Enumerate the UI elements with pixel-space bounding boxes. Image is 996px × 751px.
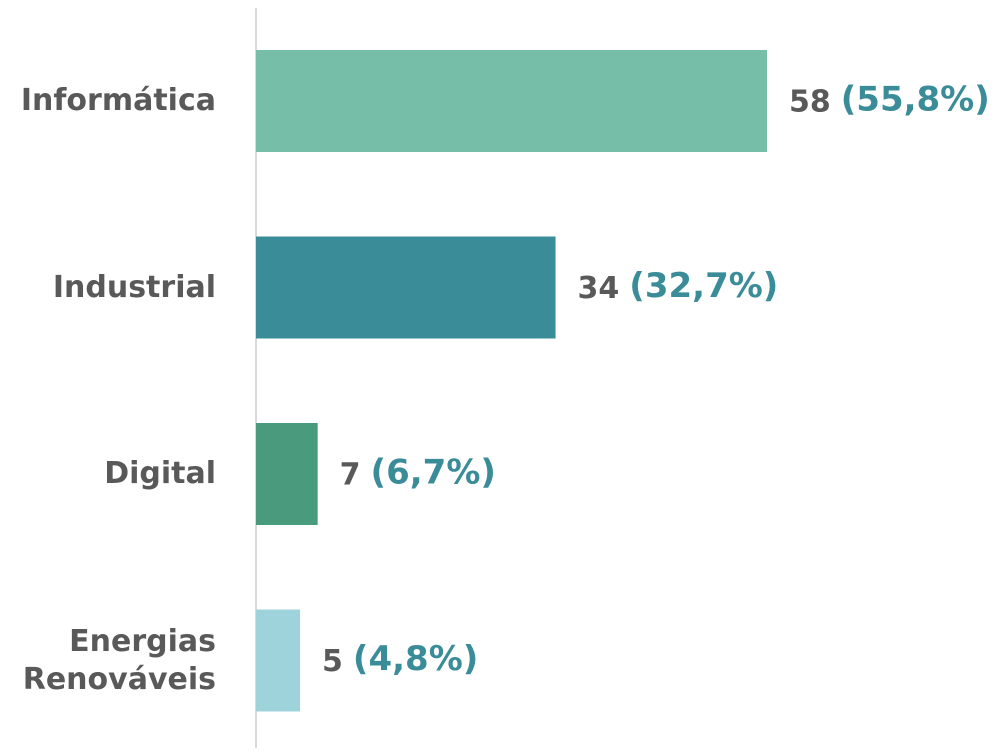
bar bbox=[256, 609, 301, 712]
category-label: Energias Renováveis bbox=[22, 623, 216, 697]
value-label: 7 bbox=[340, 458, 361, 493]
share-label: (32,7%) bbox=[629, 266, 778, 306]
bar bbox=[256, 50, 767, 152]
value-label: 58 bbox=[789, 85, 831, 120]
share-label: (6,7%) bbox=[371, 453, 496, 493]
share-label: (55,8%) bbox=[841, 80, 990, 120]
value-label: 5 bbox=[322, 644, 343, 679]
bar bbox=[256, 423, 318, 525]
category-label: Informática bbox=[20, 83, 216, 118]
bar bbox=[256, 236, 556, 339]
category-label: Digital bbox=[104, 456, 216, 491]
share-label: (4,8%) bbox=[353, 639, 478, 679]
category-label: Industrial bbox=[52, 269, 216, 305]
value-label: 34 bbox=[578, 271, 620, 306]
